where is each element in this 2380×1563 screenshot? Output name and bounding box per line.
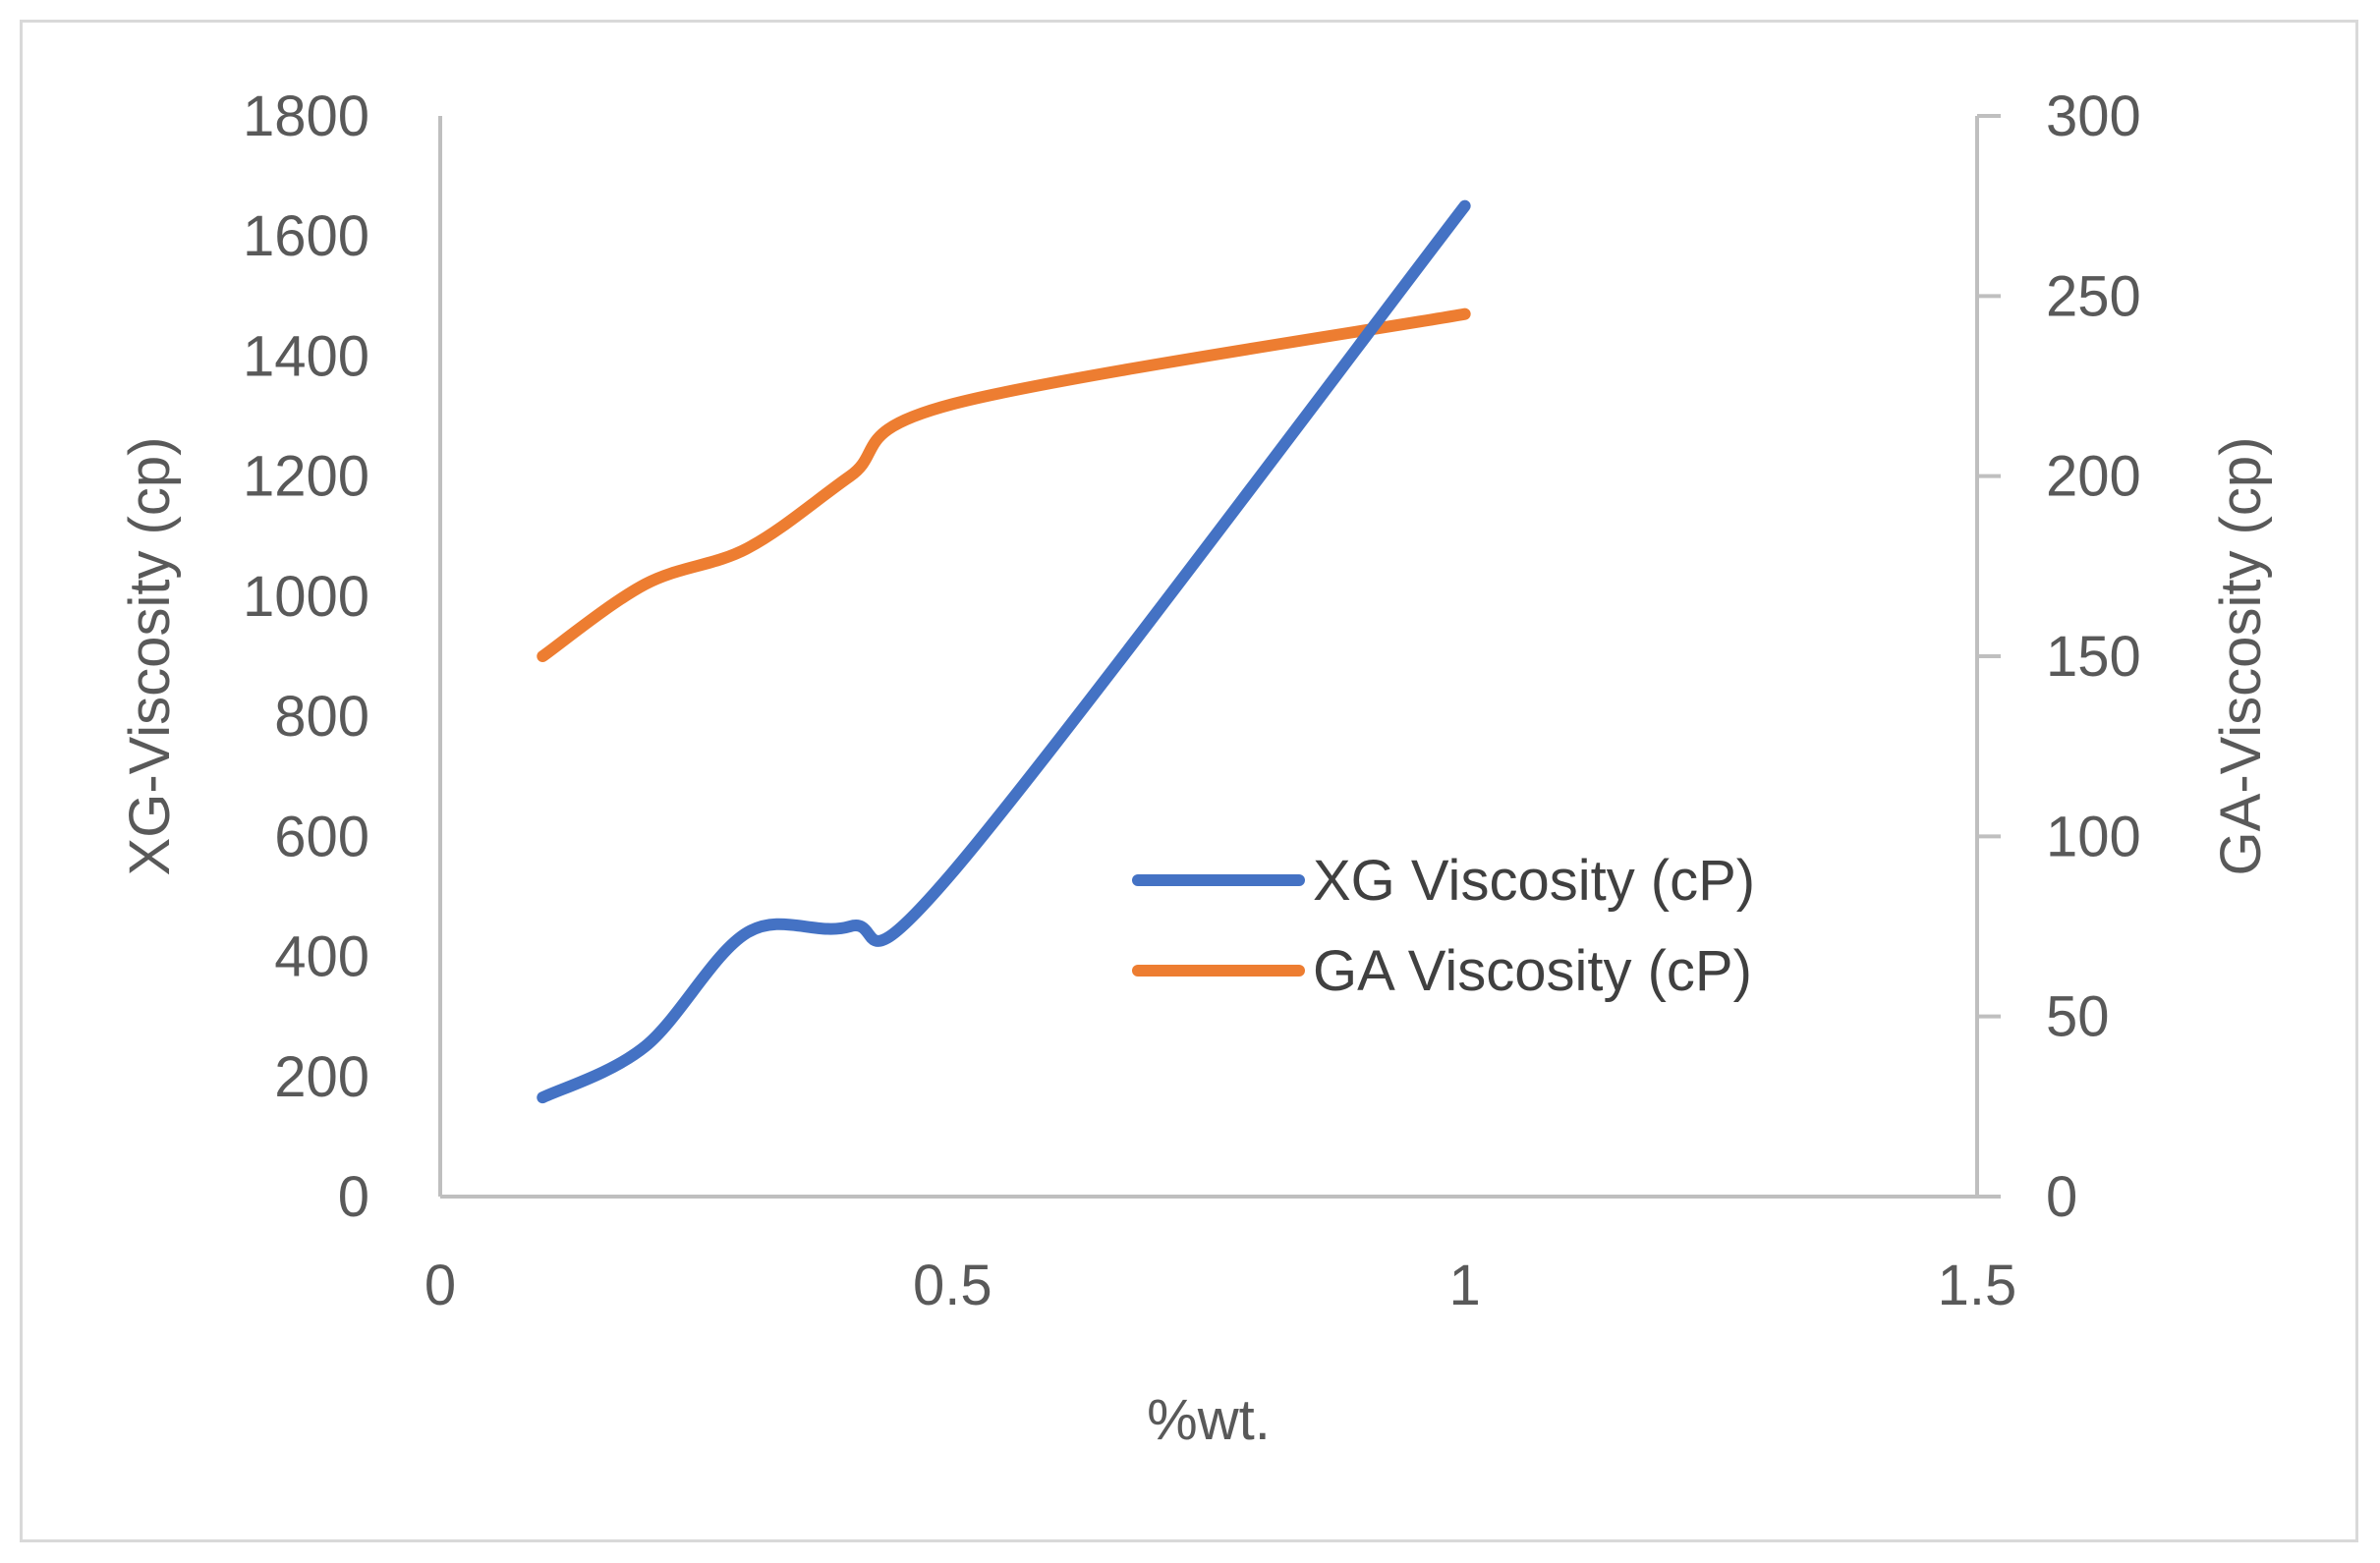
y-tick-label: 1000 xyxy=(243,565,369,629)
y2-tick-label: 100 xyxy=(2046,805,2141,868)
y2-tick-label: 50 xyxy=(2046,985,2110,1049)
series-line-ga xyxy=(537,307,1471,662)
y-tick-label: 0 xyxy=(338,1165,369,1229)
y-tick-label: 800 xyxy=(274,685,369,749)
y2-tick-label: 200 xyxy=(2046,445,2141,509)
y2-axis-title: GA-Viscosity (cp) xyxy=(2209,437,2273,876)
y-tick-label: 600 xyxy=(274,805,369,868)
x-axis-title: %wt. xyxy=(1147,1388,1271,1452)
series-layer xyxy=(537,199,1471,1104)
y-tick-label: 1400 xyxy=(243,324,369,388)
axes xyxy=(438,116,1979,1199)
x-axis-ticks: 0 0.5 1 1.5 xyxy=(425,1254,2016,1317)
chart-frame xyxy=(20,20,2358,1542)
x-tick-label: 1 xyxy=(1449,1254,1481,1317)
y-axis-title: XG-Viscosity (cp) xyxy=(118,437,182,876)
y2-tick-label: 250 xyxy=(2046,264,2141,328)
y-tick-label: 1200 xyxy=(243,445,369,509)
x-tick-label: 0.5 xyxy=(913,1254,992,1317)
y2-axis-ticks: 0 50 100 150 200 250 300 xyxy=(1977,84,2141,1229)
x-tick-label: 1.5 xyxy=(1938,1254,2017,1317)
y-tick-label: 200 xyxy=(274,1045,369,1109)
y2-tick-label: 0 xyxy=(2046,1165,2077,1229)
legend-label-ga: GA Viscosity (cP) xyxy=(1313,939,1752,1003)
y2-tick-label: 150 xyxy=(2046,625,2141,689)
y-tick-label: 1600 xyxy=(243,204,369,268)
series-line-xg xyxy=(537,199,1471,1104)
legend: XG Viscosity (cP) GA Viscosity (cP) xyxy=(1132,849,1755,1003)
x-tick-label: 0 xyxy=(425,1254,456,1317)
legend-label-xg: XG Viscosity (cP) xyxy=(1313,849,1755,913)
y-tick-label: 1800 xyxy=(243,84,369,148)
y-tick-label: 400 xyxy=(274,925,369,989)
y-axis-ticks: 0 200 400 600 800 1000 1200 1400 1600 1800 xyxy=(243,84,369,1229)
y2-tick-label: 300 xyxy=(2046,84,2141,148)
